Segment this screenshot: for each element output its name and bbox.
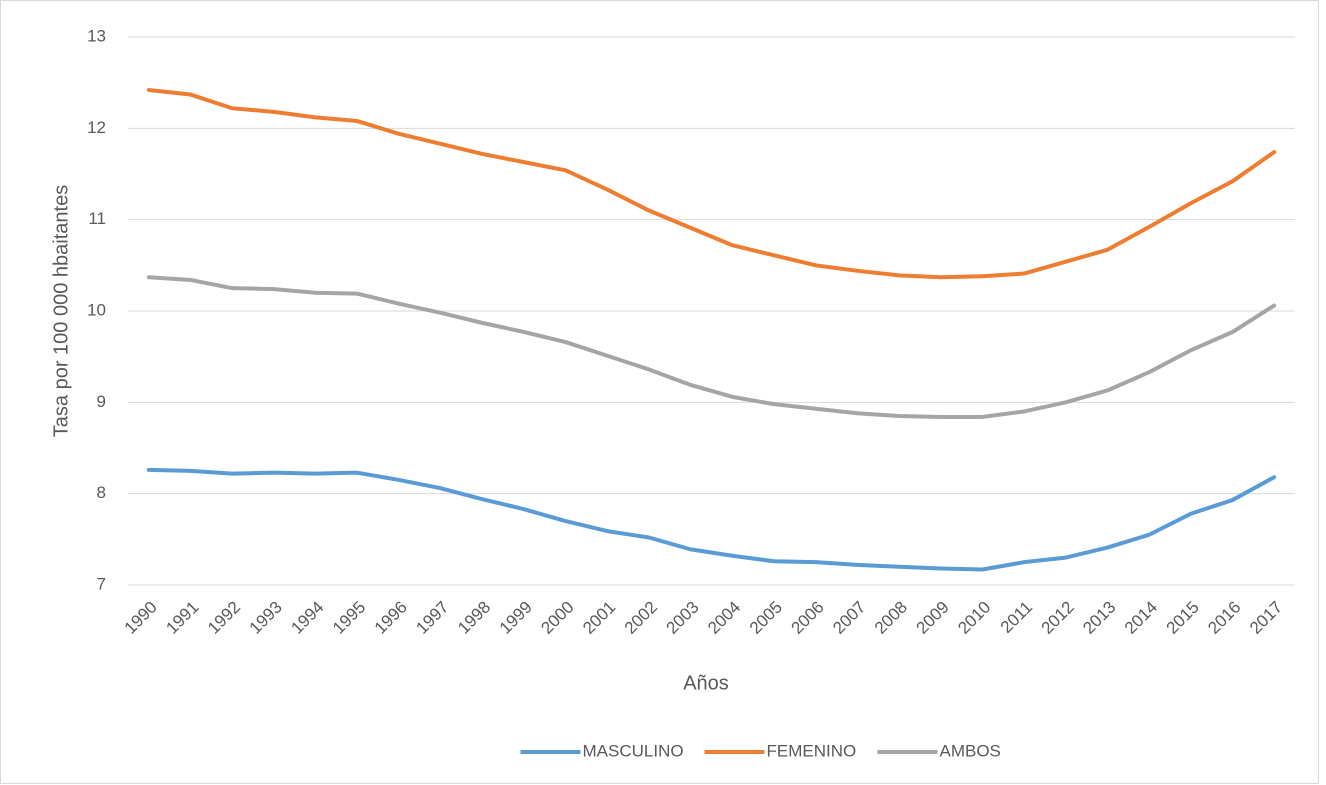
data-line	[146, 275, 1277, 419]
legend-label: FEMENINO	[767, 741, 857, 760]
x-axis-label: Años	[683, 672, 729, 694]
y-tick-label: 9	[97, 392, 106, 411]
legend-label: MASCULINO	[583, 741, 684, 760]
data-line	[146, 467, 1277, 572]
y-tick-label: 7	[97, 574, 106, 593]
legend-label: AMBOS	[940, 741, 1001, 760]
y-tick-label: 11	[88, 209, 106, 228]
y-tick-label: 12	[87, 118, 106, 137]
y-tick-label: 13	[87, 26, 106, 45]
y-tick-label: 8	[97, 483, 106, 502]
y-tick-label: 10	[87, 300, 106, 319]
y-axis-label: Tasa por 100 000 hbaitantes	[50, 185, 72, 437]
data-line	[146, 87, 1277, 280]
